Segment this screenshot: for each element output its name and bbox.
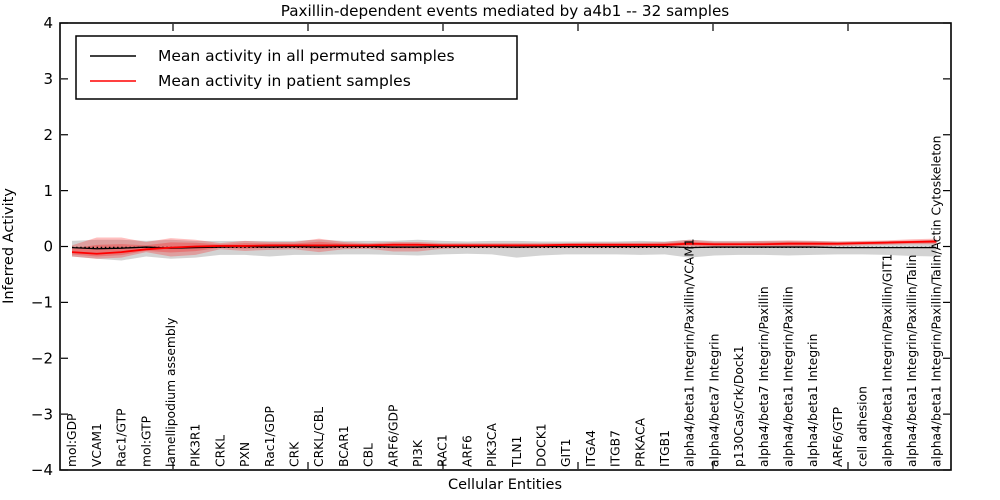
entity-label: CRKL/CBL [312,407,326,467]
entity-label: alpha4/beta1 Integrin/Paxillin/Talin [905,255,919,467]
entity-label: lamellipodium assembly [164,318,178,467]
entity-label: alpha4/beta1 Integrin/Paxillin [782,286,796,467]
y-tick-label: −3 [31,405,53,423]
entity-label: Rac1/GTP [115,408,129,467]
plot-border [59,22,952,471]
band-patient-outer [72,237,937,259]
entity-label: GIT1 [559,439,573,468]
entity-label: mol:GDP [65,414,79,467]
entity-label: CRK [288,441,302,467]
y-tick-label: 0 [43,238,53,256]
entity-label: VCAM1 [90,423,104,467]
entity-label: CRKL [213,435,227,467]
entity-label: ARF6 [460,435,474,467]
entity-label: PIK3CA [485,422,499,467]
entity-label: PRKACA [633,417,647,467]
entity-label: RAC1 [436,434,450,467]
entity-label: p130Cas/Crk/Dock1 [732,345,746,467]
entity-label: alpha4/beta7 Integrin [707,334,721,467]
entity-label: ITGA4 [584,430,598,467]
entity-label: CBL [362,443,376,467]
legend-label-patient: Mean activity in patient samples [158,72,411,90]
entity-label: alpha4/beta7 Integrin/Paxillin [757,286,771,467]
entity-label: alpha4/beta1 Integrin [806,334,820,467]
y-tick-label: −1 [31,294,53,312]
confidence-bands [72,237,937,261]
legend: Mean activity in all permuted samples Me… [75,35,518,100]
mean-lines [71,240,937,255]
x-axis-label: Cellular Entities [448,477,562,493]
entity-label: ARF6/GTP [831,407,845,467]
entity-label: BCAR1 [337,425,351,467]
entity-label: Rac1/GDP [263,406,277,467]
entity-label: TLN1 [510,436,524,468]
chart-title: Paxillin-dependent events mediated by a4… [281,2,730,20]
y-tick-label: 2 [43,126,53,144]
entity-label: PIK3R1 [189,424,203,467]
entity-label: cell adhesion [856,386,870,467]
legend-label-permuted: Mean activity in all permuted samples [158,47,455,65]
y-tick-label: −4 [31,461,53,479]
y-tick-label: −2 [31,349,53,367]
entity-label: alpha4/beta1 Integrin/Paxillin/GIT1 [880,254,894,467]
entity-label: PXN [238,442,252,467]
y-tick-label: 1 [43,182,53,200]
permuted-mean-line [71,245,937,250]
y-tick-label: 4 [43,14,53,32]
entity-label: mol:GTP [139,416,153,467]
y-axis-label: Inferred Activity [1,188,17,304]
legend-box [75,35,518,100]
entity-label: ITGB7 [609,430,623,467]
entity-labels: mol:GDP VCAM1 Rac1/GTP mol:GTP lamellipodium… [65,136,944,468]
entity-label: alpha4/beta1 Integrin/Paxillin/VCAM1 [683,238,697,467]
y-tick-label: 3 [43,70,53,88]
entity-label: DOCK1 [535,423,549,467]
entity-label: PI3K [411,439,425,467]
entity-label: alpha4/beta1 Integrin/Paxillin/Talin/Act… [930,136,944,467]
patient-mean-line [71,240,937,255]
y-tick-labels: 4 3 2 1 0 −1 −2 −3 −4 [31,14,53,479]
entity-label: ARF6/GDP [386,405,400,467]
entity-label: ITGB1 [658,430,672,467]
